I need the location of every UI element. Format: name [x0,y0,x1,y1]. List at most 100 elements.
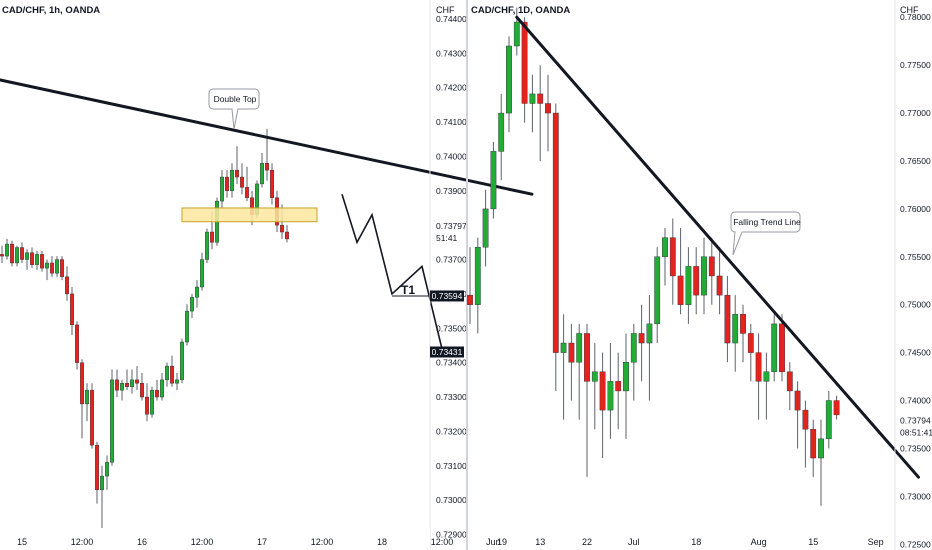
candle[interactable] [20,242,24,263]
candle[interactable] [685,247,692,324]
candle[interactable] [669,218,676,305]
candle[interactable] [145,383,149,422]
candle[interactable] [270,163,274,205]
candle[interactable] [95,441,99,504]
candle[interactable] [701,237,707,315]
candle[interactable] [90,383,94,449]
hourly-price-axis[interactable]: 0.74400 0.74300 0.74200 0.74100 0.74000 0.739… [436,14,467,540]
candle[interactable] [130,369,134,394]
projection-path[interactable] [341,193,443,350]
candle[interactable] [474,237,481,334]
candle[interactable] [0,245,4,263]
candle[interactable] [225,170,229,198]
hourly-time-axis[interactable] [0,528,430,550]
falling-trend-line-callout[interactable]: Falling Trend Line [730,211,801,256]
candle[interactable] [763,352,770,420]
candle[interactable] [120,379,124,401]
candle[interactable] [140,372,144,401]
candle[interactable] [230,163,234,198]
candle[interactable] [205,228,209,263]
candle[interactable] [576,323,583,420]
candle[interactable] [80,359,84,439]
candle[interactable] [537,65,544,161]
candle[interactable] [467,247,473,324]
candle[interactable] [200,252,204,291]
candle[interactable] [175,372,179,391]
candle[interactable] [100,465,104,532]
candle[interactable] [771,314,778,382]
candle[interactable] [165,362,169,387]
candle[interactable] [545,74,551,152]
candle[interactable] [498,93,505,181]
candle[interactable] [693,247,700,315]
candle[interactable] [490,141,497,219]
candle[interactable] [65,266,69,301]
candle[interactable] [529,74,536,133]
candle[interactable] [810,419,817,478]
candle[interactable] [150,386,154,418]
candle[interactable] [85,383,89,422]
candle[interactable] [513,7,520,56]
candle[interactable] [40,250,44,272]
candle[interactable] [818,419,824,506]
candle[interactable] [521,17,528,123]
candle[interactable] [15,245,19,267]
candle[interactable] [25,249,29,270]
candle[interactable] [135,366,139,391]
candle[interactable] [260,152,264,188]
candle[interactable] [245,166,249,202]
candle[interactable] [630,323,637,401]
candle[interactable] [45,259,49,281]
candle[interactable] [170,355,174,387]
candle[interactable] [591,343,598,430]
candle[interactable] [724,275,731,363]
candle[interactable] [75,321,79,370]
candle[interactable] [235,146,239,184]
double-top-callout[interactable]: Double Top [208,88,260,130]
panel-divider[interactable] [466,0,468,550]
candle[interactable] [779,314,785,382]
candle[interactable] [833,395,840,420]
candle[interactable] [786,362,793,411]
candle[interactable] [552,103,559,391]
candle[interactable] [70,287,74,336]
candle[interactable] [35,250,39,270]
candle[interactable] [195,280,199,308]
candle[interactable] [732,295,739,372]
candle[interactable] [560,314,567,420]
candle[interactable] [125,369,129,391]
candle[interactable] [240,163,244,195]
candle[interactable] [584,323,590,478]
support-zone[interactable] [181,207,318,223]
candle[interactable] [115,369,119,398]
candle[interactable] [5,238,9,260]
candle[interactable] [10,240,14,267]
candle[interactable] [708,237,715,305]
candle[interactable] [607,343,614,439]
candle[interactable] [220,170,224,208]
candle[interactable] [180,338,184,384]
candle[interactable] [747,323,754,382]
candle[interactable] [185,304,189,346]
candle[interactable] [30,247,34,269]
candle[interactable] [599,352,606,459]
candle[interactable] [794,381,801,449]
candle[interactable] [155,379,159,401]
candle[interactable] [755,333,762,420]
candle[interactable] [740,304,746,363]
candle[interactable] [662,228,668,286]
candle[interactable] [160,372,164,401]
candle[interactable] [285,225,289,243]
candle[interactable] [623,333,629,439]
candle[interactable] [60,256,64,281]
candle[interactable] [615,352,622,430]
falling-trend-line[interactable] [515,15,920,479]
candle[interactable] [110,369,114,466]
daily-price-axis[interactable]: 0.78000 0.77500 0.77000 0.76500 0.76000 0.755… [900,12,931,549]
candle[interactable] [50,256,54,277]
candle[interactable] [654,247,661,344]
candle[interactable] [568,323,575,401]
candle[interactable] [677,228,684,315]
candle[interactable] [506,36,512,133]
candle[interactable] [802,400,809,468]
